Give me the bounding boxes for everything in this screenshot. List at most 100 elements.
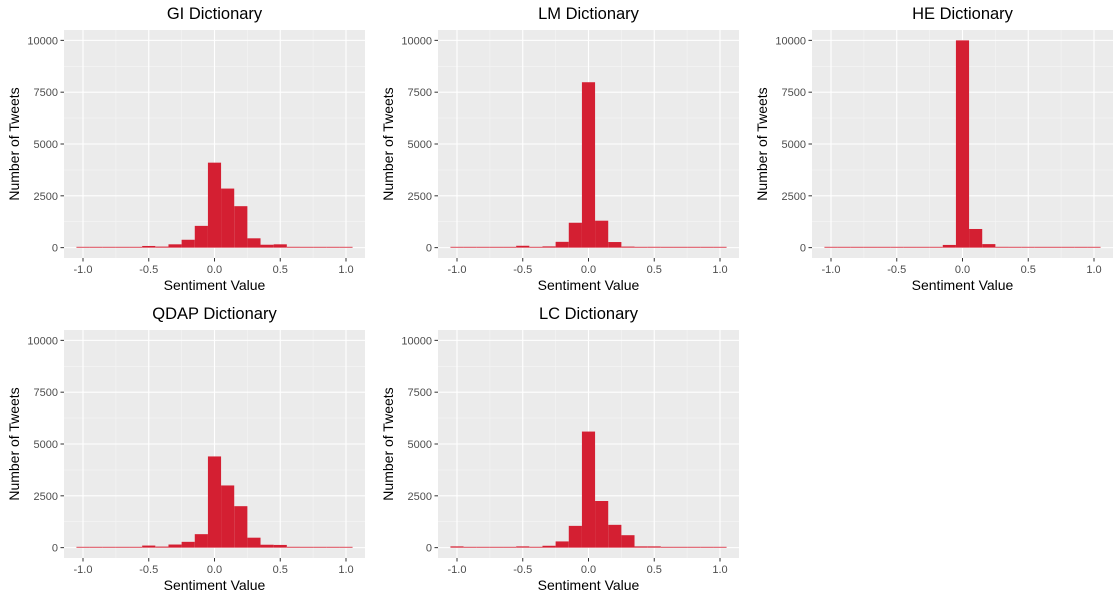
histogram-bar — [995, 246, 1009, 248]
histogram-bar — [581, 82, 596, 248]
histogram-bar — [450, 246, 464, 248]
histogram-bar — [687, 546, 701, 548]
histogram-bar — [489, 546, 504, 548]
histogram-bar — [516, 546, 530, 548]
y-tick-label: 5000 — [34, 139, 58, 151]
x-axis-title: Sentiment Value — [164, 577, 266, 593]
histogram-bar — [568, 525, 582, 548]
y-tick-label: 0 — [52, 543, 58, 555]
histogram-bar — [247, 537, 261, 548]
histogram-bar — [89, 546, 103, 548]
histogram-bar — [234, 206, 248, 248]
histogram-bar — [595, 220, 609, 248]
y-tick-label: 10000 — [775, 35, 806, 47]
panel-title: QDAP Dictionary — [152, 305, 277, 323]
histogram-bar — [260, 544, 274, 548]
x-tick-label: 0.0 — [581, 264, 596, 276]
histogram-bar — [647, 546, 661, 548]
x-tick-label: -1.0 — [74, 264, 93, 276]
histogram-bar — [476, 246, 490, 248]
histogram-bar — [955, 40, 970, 248]
y-tick-label: 5000 — [782, 139, 806, 151]
histogram-bar — [529, 546, 543, 548]
x-tick-label: 0.5 — [1021, 264, 1036, 276]
histogram-bar — [700, 246, 714, 248]
x-tick-label: 0.5 — [273, 264, 288, 276]
y-tick-label: 2500 — [408, 191, 432, 203]
histogram-bar — [916, 246, 930, 248]
y-tick-label: 5000 — [408, 439, 432, 451]
histogram-bar — [221, 485, 235, 548]
histogram-bar — [234, 506, 248, 548]
histogram-bar — [529, 246, 543, 248]
histogram-bar — [260, 244, 274, 248]
histogram-bar — [450, 546, 464, 548]
histogram-bar — [313, 546, 327, 548]
y-tick-label: 2500 — [408, 491, 432, 503]
histogram-bar — [181, 239, 195, 248]
histogram-bar — [713, 246, 727, 248]
x-tick-label: 1.0 — [712, 264, 727, 276]
panel-title: LC Dictionary — [539, 305, 639, 323]
x-tick-label: 1.0 — [712, 564, 727, 576]
histogram-bar — [1061, 246, 1075, 248]
y-tick-label: 0 — [52, 243, 58, 255]
y-axis-title: Number of Tweets — [380, 87, 396, 200]
histogram-bar — [273, 544, 287, 548]
x-axis-title: Sentiment Value — [538, 577, 640, 593]
histogram-bar — [673, 546, 688, 548]
y-tick-label: 0 — [426, 243, 432, 255]
x-tick-label: 0.5 — [647, 264, 662, 276]
panel-title: GI Dictionary — [167, 5, 263, 23]
x-axis-title: Sentiment Value — [164, 277, 266, 293]
y-tick-label: 7500 — [34, 387, 58, 399]
y-axis-title: Number of Tweets — [6, 387, 22, 500]
histogram-bar — [299, 246, 314, 248]
y-tick-label: 7500 — [782, 87, 806, 99]
x-tick-label: -0.5 — [139, 564, 158, 576]
histogram-bar — [142, 245, 156, 248]
histogram-bar — [286, 546, 300, 548]
y-tick-label: 5000 — [34, 439, 58, 451]
histogram-bar — [194, 225, 208, 248]
y-tick-label: 10000 — [27, 335, 58, 347]
histogram-bar — [542, 246, 556, 248]
histogram-bar — [194, 534, 208, 548]
histogram-bar — [824, 246, 838, 248]
x-tick-label: -1.0 — [822, 264, 841, 276]
histogram-bar — [969, 228, 983, 248]
histogram-bar — [155, 246, 169, 248]
y-tick-label: 0 — [426, 543, 432, 555]
histogram-bar — [102, 246, 116, 248]
y-tick-label: 10000 — [27, 35, 58, 47]
y-tick-label: 10000 — [401, 35, 432, 47]
histogram-bar — [129, 546, 143, 548]
histogram-bar — [890, 246, 904, 248]
histogram-bar — [1074, 246, 1088, 248]
y-tick-label: 2500 — [34, 491, 58, 503]
histogram-bar — [982, 244, 996, 248]
histogram-bar — [221, 188, 235, 248]
panel-he-dictionary: -1.0 -0.5 0.0 0.5 1.0 0 2500 5000 7500 10000 HE Di… — [754, 5, 1113, 293]
y-axis-title: Number of Tweets — [6, 87, 22, 200]
histogram-bar — [700, 546, 714, 548]
histogram-bar — [129, 246, 143, 248]
histogram-bar — [850, 246, 864, 248]
histogram-bar — [877, 246, 891, 248]
histogram-bar — [168, 544, 182, 548]
x-tick-label: -1.0 — [448, 264, 467, 276]
histogram-bar — [1008, 246, 1022, 248]
histogram-bar — [673, 246, 688, 248]
histogram-bar — [76, 246, 90, 248]
histogram-bar — [326, 546, 340, 548]
histogram-bar — [313, 246, 327, 248]
histogram-bar — [339, 246, 353, 248]
x-tick-label: 0.5 — [273, 564, 288, 576]
panel-qdap-dictionary: -1.0 -0.5 0.0 0.5 1.0 0 2500 5000 7500 10000 QDAP … — [6, 305, 365, 593]
y-tick-label: 5000 — [408, 139, 432, 151]
x-tick-label: -1.0 — [448, 564, 467, 576]
histogram-bar — [299, 546, 314, 548]
histogram-bar — [463, 246, 477, 248]
histogram-bar — [142, 545, 156, 548]
